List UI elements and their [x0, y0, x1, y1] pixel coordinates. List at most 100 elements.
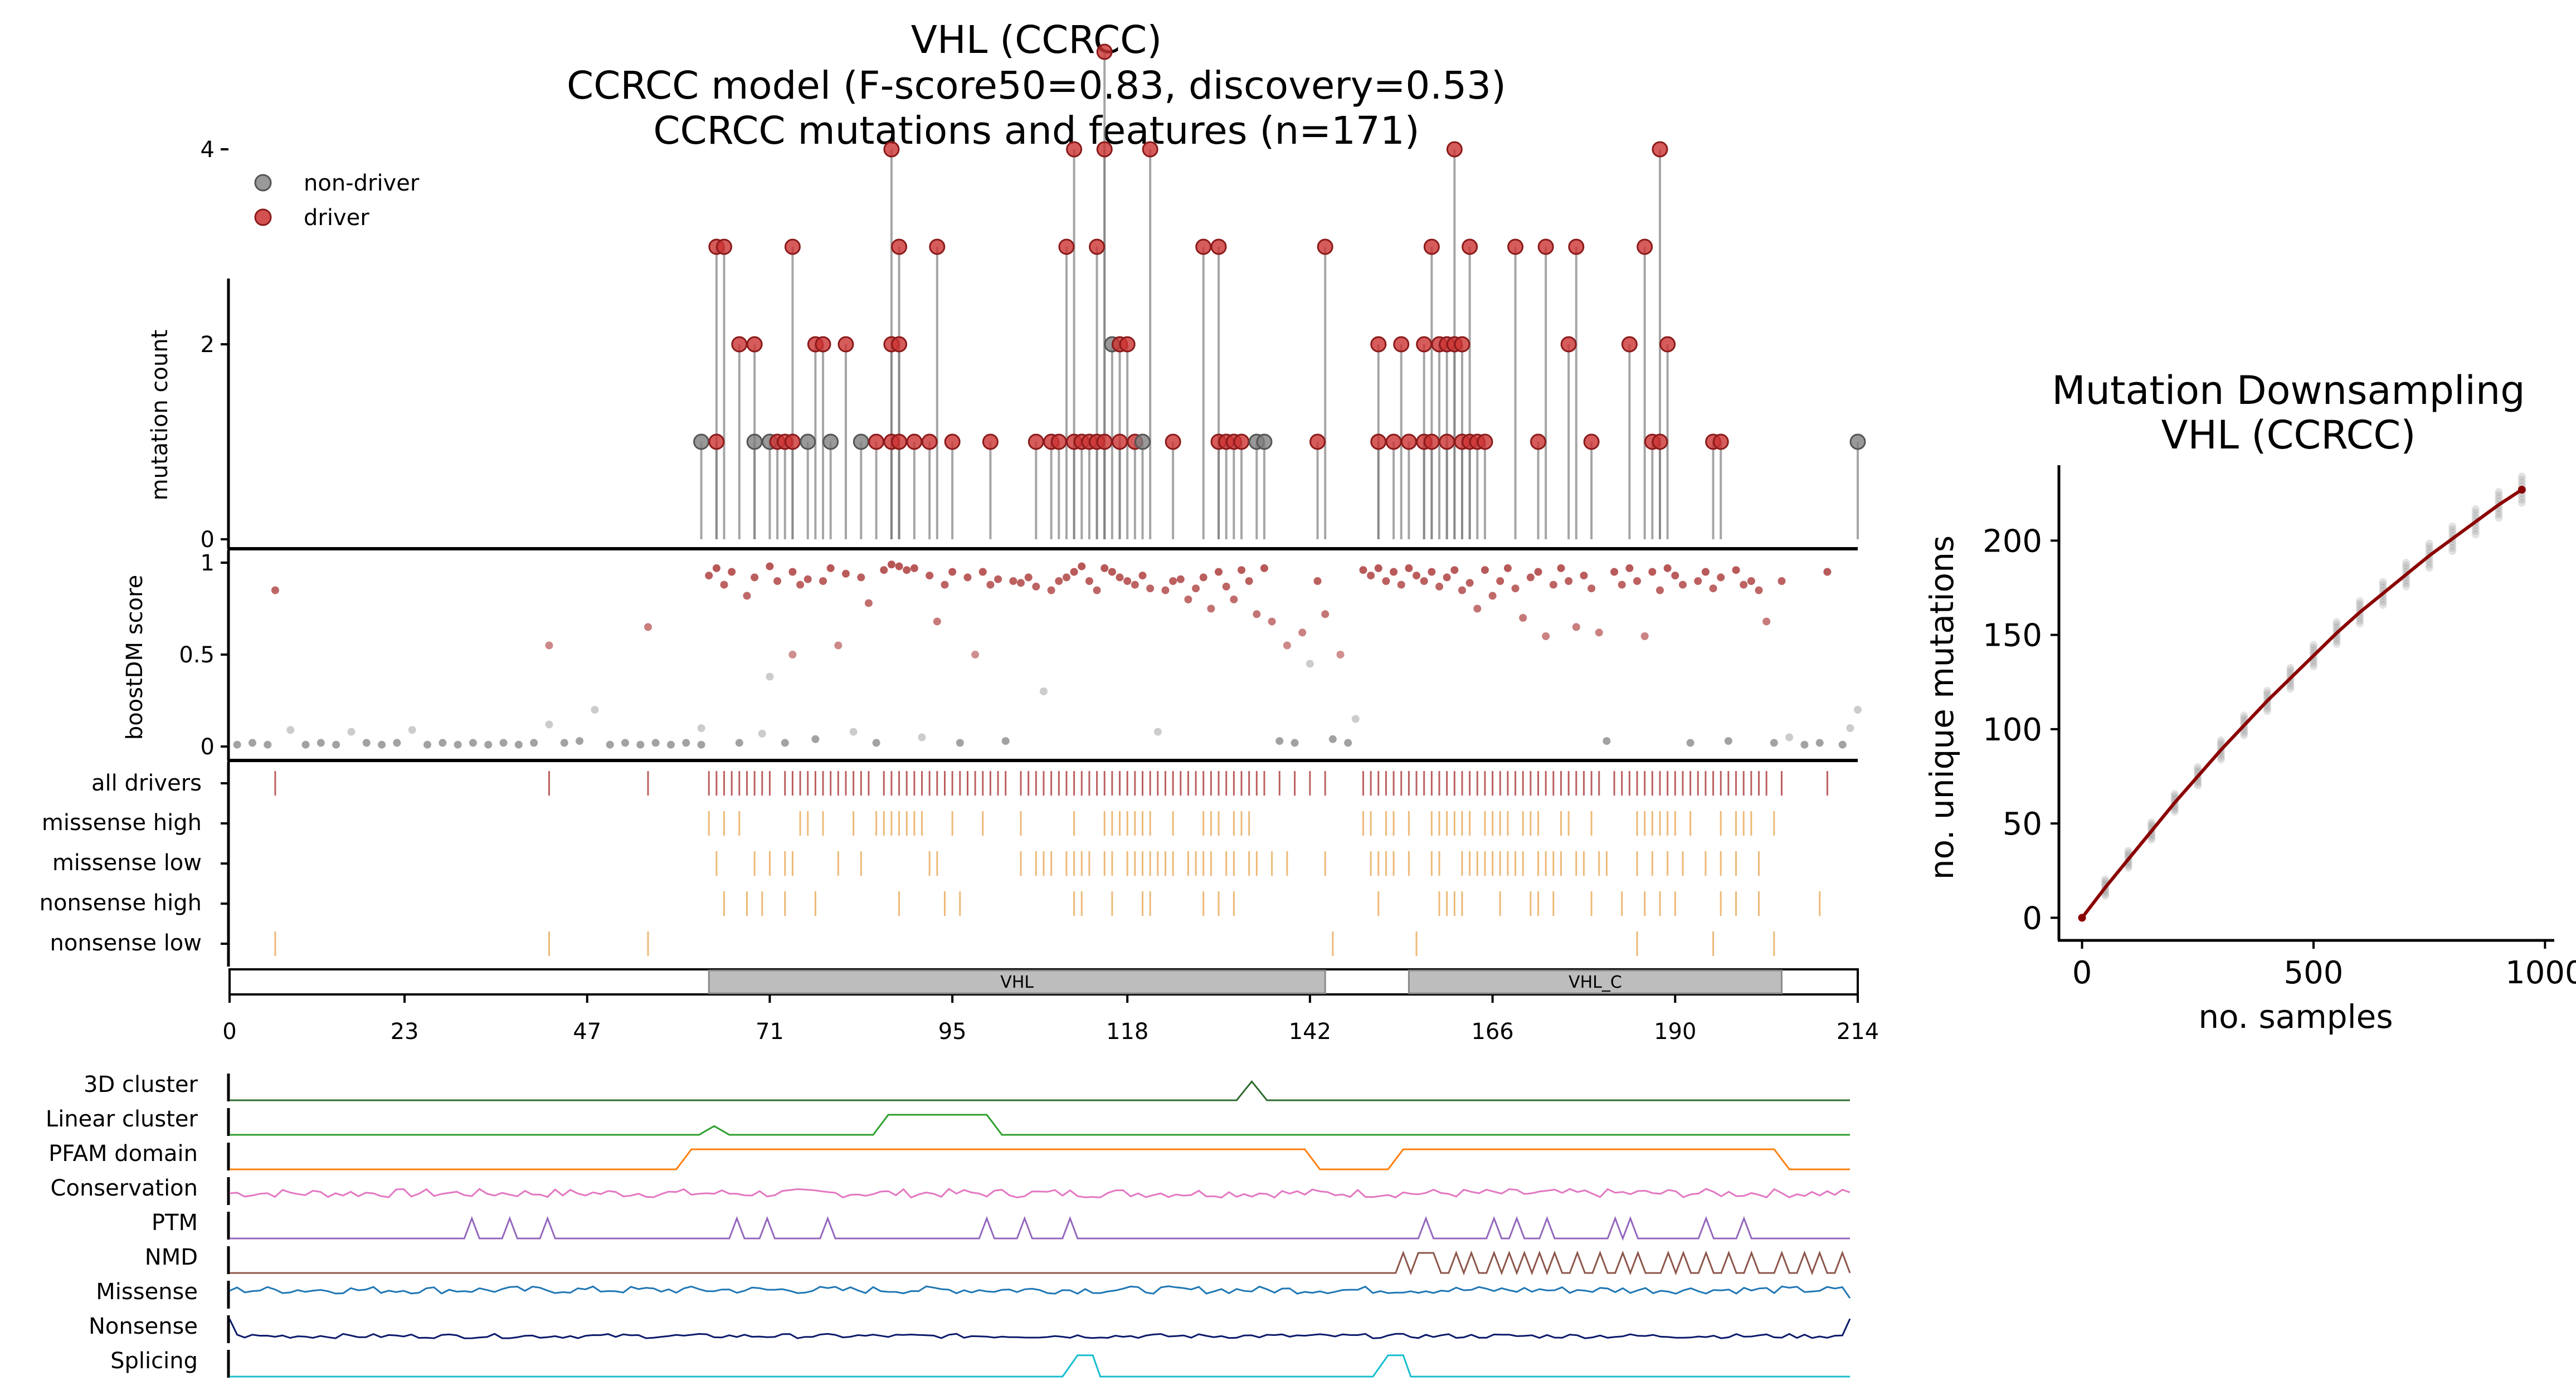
- boostdm-point: [1503, 564, 1512, 572]
- downsampling-replicate-point: [2517, 479, 2526, 487]
- boostdm-point: [1413, 572, 1421, 580]
- domain-box: [1408, 969, 1783, 994]
- boostdm-point: [1245, 577, 1253, 585]
- track-label-nonsense-low: nonsense low: [50, 930, 202, 956]
- downsampling-line: [2081, 488, 2523, 919]
- downsampling-replicate-point: [2448, 525, 2457, 534]
- boostdm-point: [1298, 628, 1307, 637]
- boostdm-point: [1085, 577, 1093, 585]
- downsampling-replicate-point: [2517, 472, 2526, 481]
- downsampling-replicate-point: [2286, 685, 2295, 693]
- boostdm-point: [895, 562, 903, 570]
- feature-line: [230, 1148, 1850, 1170]
- feature-tracks-panel: 3D cluster Linear cluster PFAM domain Co…: [46, 1072, 1851, 1378]
- boostdm-point: [887, 560, 895, 569]
- boostdm-point: [1526, 573, 1535, 582]
- boostdm-point: [1435, 582, 1444, 591]
- feature-line: [230, 1250, 1851, 1276]
- boostdm-point: [1268, 617, 1276, 626]
- feature-label-missense: Missense: [96, 1279, 198, 1305]
- boostdm-point: [423, 740, 432, 749]
- lollipop-head: [868, 433, 885, 450]
- boostdm-point: [857, 573, 865, 582]
- lollipop-ylabel: mutation count: [147, 330, 173, 501]
- downsampling-replicate-point: [2124, 847, 2132, 855]
- boostdm-point: [751, 573, 759, 582]
- lollipop-head: [1652, 433, 1668, 450]
- boostdm-point: [1009, 577, 1017, 585]
- boostdm-point: [994, 575, 1002, 583]
- boostdm-point: [1108, 568, 1116, 576]
- downsampling-replicate-point: [2425, 539, 2433, 548]
- boostdm-point: [1184, 596, 1192, 603]
- lollipop-head: [1066, 141, 1083, 158]
- boostdm-point: [1557, 564, 1565, 572]
- downsampling-ylabel: no. unique mutations: [1923, 535, 1961, 880]
- downsampling-y-tick-label: 0: [2022, 900, 2042, 936]
- boostdm-point: [864, 599, 873, 607]
- protein-x-tick-label: 0: [222, 1019, 236, 1045]
- boostdm-point: [644, 623, 652, 631]
- boostdm-point: [1359, 566, 1367, 574]
- lollipop-head: [982, 433, 999, 450]
- lollipop-head: [1423, 238, 1440, 255]
- downsampling-y-ticks: 0 50 100 150 200: [1983, 523, 2059, 936]
- boostdm-point: [933, 617, 941, 626]
- legend: non-driver driver: [254, 170, 420, 231]
- lollipop-head: [1309, 433, 1326, 450]
- boostdm-point: [834, 641, 843, 650]
- boostdm-point: [1024, 573, 1033, 582]
- lollipop-head: [731, 336, 748, 353]
- boostdm-point: [264, 740, 272, 749]
- feature-line: [228, 1318, 1851, 1339]
- boostdm-point: [926, 572, 934, 580]
- boostdm-point: [1420, 577, 1428, 585]
- downsampling-replicate-point: [2356, 599, 2364, 608]
- lollipop-head: [944, 433, 961, 450]
- downsampling-replicate-point: [2217, 739, 2225, 747]
- boostdm-point: [1534, 568, 1542, 576]
- downsampling-replicate-point: [2471, 505, 2480, 513]
- boostdm-point: [1542, 632, 1550, 640]
- boostdm-point: [666, 740, 675, 749]
- downsampling-replicate-point: [2332, 621, 2341, 629]
- boostdm-point: [1192, 584, 1200, 593]
- downsampling-replicate-point: [2240, 731, 2248, 739]
- downsampling-replicate-point: [2379, 601, 2387, 609]
- boostdm-point: [651, 739, 660, 747]
- downsampling-replicate-point: [2332, 640, 2341, 648]
- boostdm-point: [1100, 564, 1109, 572]
- boostdm-point: [826, 564, 835, 572]
- downsampling-replicate-point: [2471, 524, 2480, 532]
- track-label-missense-low: missense low: [52, 850, 202, 876]
- boostdm-point: [1138, 572, 1147, 580]
- lollipop-head: [853, 433, 869, 450]
- boostdm-point: [697, 740, 705, 749]
- downsampling-replicate-point: [2495, 487, 2503, 496]
- lollipop-head: [1256, 433, 1273, 450]
- protein-x-tick-label: 214: [1837, 1019, 1879, 1045]
- lollipop-head: [1400, 433, 1417, 450]
- downsampling-replicate-point: [2495, 494, 2503, 503]
- boostdm-point: [1450, 566, 1459, 574]
- boostdm-point: [735, 739, 743, 747]
- lollipop-head: [1028, 433, 1044, 450]
- downsampling-x-ticks: 0 500 1000: [2072, 940, 2576, 991]
- legend-marker-driver: [254, 208, 272, 226]
- downsampling-y-tick-label: 50: [2003, 806, 2042, 842]
- boostdm-point: [781, 739, 789, 747]
- boostdm-point: [910, 564, 918, 572]
- boostdm-point: [378, 740, 386, 749]
- downsampling-replicate-point: [2448, 541, 2457, 549]
- lollipop-head: [815, 336, 831, 353]
- downsampling-xlabel: no. samples: [2198, 998, 2393, 1036]
- feature-line: [230, 1080, 1850, 1101]
- downsampling-replicate-point: [2170, 792, 2179, 800]
- legend-label-driver: driver: [304, 205, 369, 231]
- boostdm-point: [682, 739, 690, 747]
- downsampling-replicate-point: [2425, 564, 2433, 572]
- downsampling-replicate-point: [2471, 530, 2480, 539]
- boostdm-point: [1496, 577, 1504, 585]
- lollipop-heads: [693, 43, 1866, 450]
